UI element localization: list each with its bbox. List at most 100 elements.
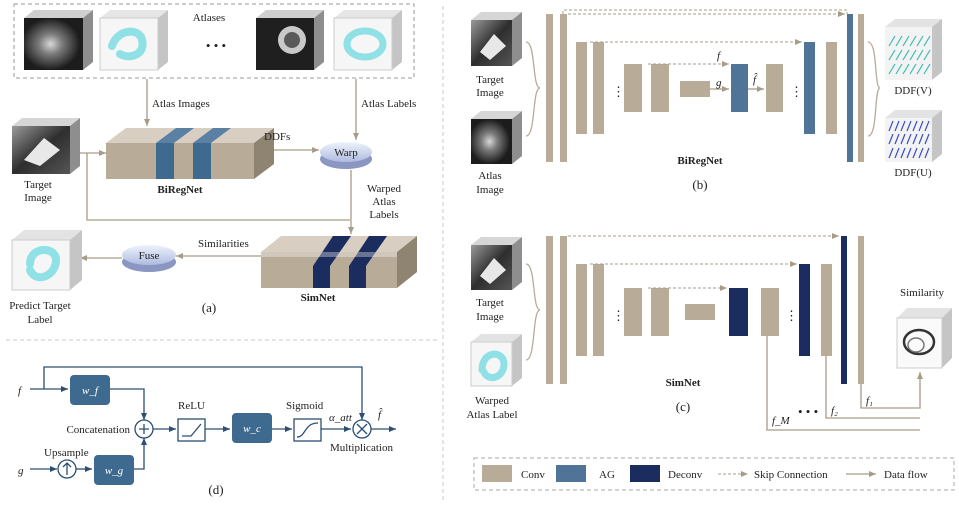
warped-label-c2: Atlas Label xyxy=(466,409,517,421)
wc-block xyxy=(232,413,272,443)
simnet-label-c: SimNet xyxy=(666,377,701,389)
fhat-d: f̂ xyxy=(378,408,383,421)
target-to-simnet-path xyxy=(86,153,350,221)
legend-conv-label: Conv xyxy=(521,469,545,481)
warped-label-2: Atlas xyxy=(372,196,395,208)
brace-b-out xyxy=(867,41,881,137)
times-icon xyxy=(356,423,368,435)
warp-label: Warp xyxy=(334,147,358,159)
ddfs-label: DDFs xyxy=(264,131,290,143)
f-label-b: f xyxy=(717,50,722,62)
panel-b: Target Image Atlas Image ⋮ ⋮ xyxy=(471,9,942,196)
input-f-d: f xyxy=(18,385,23,397)
warped-label-c1: Warped xyxy=(475,395,509,407)
input-g-d: g xyxy=(18,465,24,477)
legend-flow-label: Data flow xyxy=(884,469,928,481)
dots-f: • • • xyxy=(798,404,818,419)
biregnet-label-b: BiRegNet xyxy=(677,155,723,167)
target-image-a xyxy=(12,118,80,174)
warped-atlas-label-c xyxy=(470,334,522,387)
legend-deconv-swatch xyxy=(630,465,660,482)
sigmoid-icon xyxy=(296,422,319,438)
fuse-label: Fuse xyxy=(139,250,160,262)
target-image-label-a1: Target xyxy=(24,179,52,191)
panel-dividers xyxy=(6,6,444,502)
atlas-label-b2: Image xyxy=(476,184,504,196)
wc-label: w_c xyxy=(243,423,261,435)
wf-label: w_f xyxy=(82,385,100,397)
target-label-c2: Image xyxy=(476,311,504,323)
panel-a: Atlases • • • Atlas Ima xyxy=(9,3,417,326)
wg-block xyxy=(94,455,134,485)
target-image-label-a2: Image xyxy=(24,192,52,204)
legend-ag-swatch xyxy=(556,465,586,482)
f-skip-to-mult xyxy=(43,366,365,420)
similarities-label: Similarities xyxy=(198,238,249,250)
sigmoid-box xyxy=(293,418,322,442)
target-image-b xyxy=(471,12,522,66)
target-label-b1: Target xyxy=(476,74,504,86)
fuse-node: Fuse xyxy=(122,245,176,272)
wf-block xyxy=(70,375,110,405)
warped-label-3: Labels xyxy=(369,209,398,221)
atlas-labels-label: Atlas Labels xyxy=(361,98,416,110)
target-label-c1: Target xyxy=(476,297,504,309)
caption-b: (b) xyxy=(692,177,707,192)
ddf-v-image xyxy=(885,19,942,80)
biregnet-block xyxy=(106,128,274,179)
fhat-label-b: f̂ xyxy=(753,73,758,86)
atlas-label-b1: Atlas xyxy=(478,170,501,182)
predict-label-2: Label xyxy=(27,314,52,326)
biregnet-label-a: BiRegNet xyxy=(157,184,203,196)
fm-label: f_M xyxy=(772,415,791,427)
f2-label: f₂ xyxy=(831,405,838,417)
relu-label: ReLU xyxy=(178,400,205,412)
ddf-u-label: DDF(U) xyxy=(894,167,932,179)
brace-c xyxy=(525,263,541,361)
simnet-label-a: SimNet xyxy=(301,292,336,304)
legend-deconv-label: Deconv xyxy=(668,469,703,481)
target-image-c xyxy=(471,237,522,290)
simnet-block xyxy=(261,236,417,288)
concat-label: Concatenation xyxy=(66,424,130,436)
target-label-b2: Image xyxy=(476,87,504,99)
predict-label-1: Predict Target xyxy=(9,300,70,312)
predict-label-image xyxy=(11,230,82,291)
legend: Conv AG Deconv Skip Connection Data flow xyxy=(473,457,955,491)
dots-b2: ⋮ xyxy=(790,84,803,99)
warped-label-1: Warped xyxy=(367,183,401,195)
wg-label: w_g xyxy=(105,465,124,477)
similarity-label: Similarity xyxy=(900,287,945,299)
atlas-image-1 xyxy=(24,10,93,70)
panel-c: Target Image Warped Atlas Label ⋮ xyxy=(466,233,952,431)
atlas-image-n xyxy=(256,10,324,70)
simnet-layers xyxy=(546,236,864,384)
panel-d: f g w_f Upsample w_g Concatenation ReLU … xyxy=(18,366,396,497)
atlases-box xyxy=(13,3,415,79)
atlas-label-n xyxy=(333,10,402,71)
atlas-images-label: Atlas Images xyxy=(152,98,210,110)
similarity-map xyxy=(896,308,952,369)
legend-conv-swatch xyxy=(482,465,512,482)
legend-box xyxy=(473,457,955,491)
ddf-v-label: DDF(V) xyxy=(894,85,932,97)
biregnet-layers xyxy=(546,14,864,162)
caption-d: (d) xyxy=(208,482,223,497)
atlas-label-1 xyxy=(99,10,168,71)
dots-b1: ⋮ xyxy=(612,84,625,99)
relu-box xyxy=(177,418,206,442)
upsample-label: Upsample xyxy=(44,447,89,459)
ddf-u-image xyxy=(885,110,942,162)
legend-skip-label: Skip Connection xyxy=(754,469,828,481)
brace-b xyxy=(525,41,541,137)
atlases-dots: • • • xyxy=(206,38,226,53)
caption-a: (a) xyxy=(202,300,216,315)
att-label: α_att xyxy=(329,412,353,424)
legend-ag-label: AG xyxy=(599,469,615,481)
sigmoid-label: Sigmoid xyxy=(286,400,324,412)
dots-c2: ⋮ xyxy=(785,308,798,323)
upsample-arrow-icon xyxy=(62,462,72,475)
dots-c1: ⋮ xyxy=(612,308,625,323)
f1-label: f₁ xyxy=(866,395,873,407)
